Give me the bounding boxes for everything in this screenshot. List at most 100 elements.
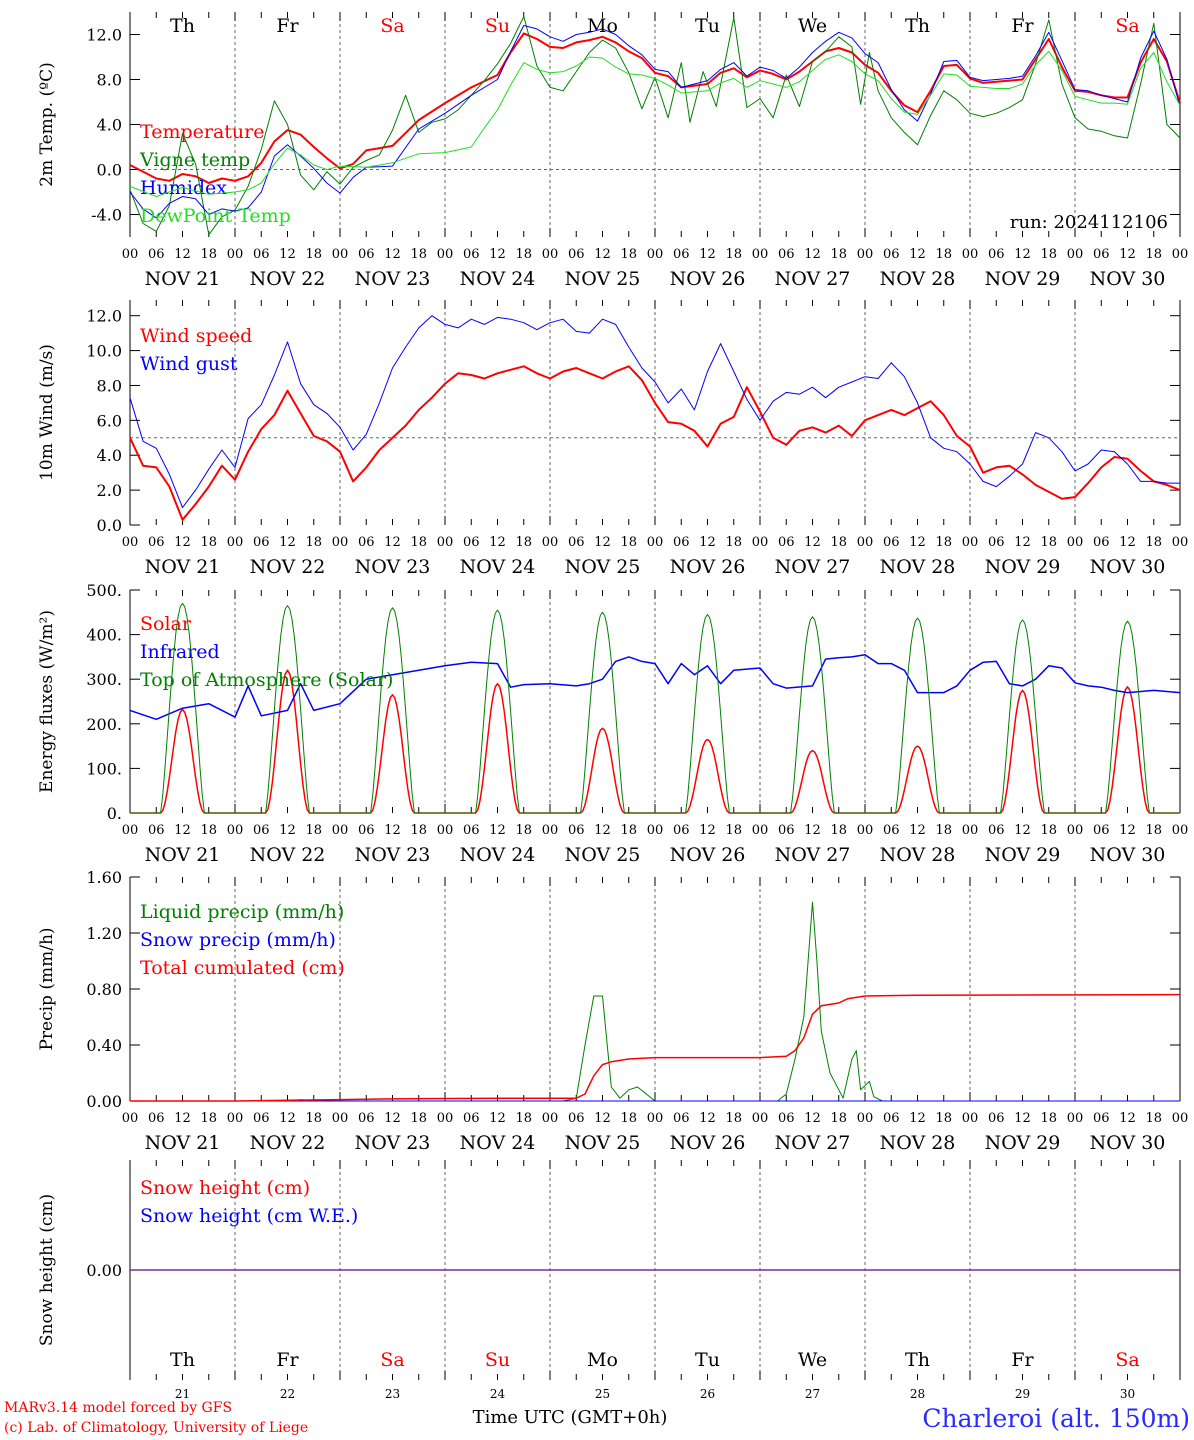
hour-tick-label: 00	[542, 247, 559, 262]
weekday-label: Sa	[1115, 1349, 1139, 1371]
y-tick-label: 1.20	[86, 924, 122, 943]
date-label: NOV 23	[355, 844, 431, 866]
hour-tick-label: 18	[725, 247, 742, 262]
hour-tick-label: 00	[1067, 535, 1084, 550]
hour-tick-label: 00	[227, 247, 244, 262]
hour-tick-label: 06	[358, 1111, 375, 1126]
hour-tick-label: 00	[332, 247, 349, 262]
day-number-label: 23	[385, 1387, 400, 1401]
date-label: NOV 27	[775, 844, 851, 866]
weekday-label: Sa	[380, 15, 404, 37]
hour-tick-label: 12	[1119, 247, 1136, 262]
hour-tick-label: 18	[620, 535, 637, 550]
hour-tick-label: 18	[410, 535, 427, 550]
legend-entry: Snow precip (mm/h)	[140, 929, 336, 951]
hour-tick-label: 18	[620, 1111, 637, 1126]
weekday-label: Mo	[587, 15, 618, 37]
hour-tick-label: 18	[1145, 247, 1162, 262]
y-tick-label: 0.80	[86, 980, 122, 999]
y-tick-label: 0.40	[86, 1036, 122, 1055]
y-tick-label: 400.	[86, 626, 122, 645]
hour-tick-label: 00	[962, 823, 979, 838]
y-tick-label: 500.	[86, 581, 122, 600]
date-label: NOV 24	[460, 1132, 536, 1154]
date-label: NOV 29	[985, 556, 1061, 578]
y-tick-label: 0.00	[86, 1092, 122, 1111]
hour-tick-label: 12	[384, 247, 401, 262]
date-label: NOV 29	[985, 268, 1061, 290]
hour-tick-label: 12	[909, 1111, 926, 1126]
date-label: NOV 30	[1090, 1132, 1166, 1154]
y-tick-label: 4.0	[97, 446, 122, 465]
hour-tick-label: 12	[174, 247, 191, 262]
date-label: NOV 29	[985, 844, 1061, 866]
date-label: NOV 24	[460, 844, 536, 866]
hour-tick-label: 06	[358, 823, 375, 838]
date-label: NOV 26	[670, 844, 746, 866]
hour-tick-label: 00	[1067, 247, 1084, 262]
hour-tick-label: 12	[1119, 1111, 1136, 1126]
hour-tick-label: 00	[1172, 247, 1189, 262]
hour-tick-label: 18	[1145, 823, 1162, 838]
date-label: NOV 22	[250, 268, 326, 290]
hour-tick-label: 12	[279, 1111, 296, 1126]
hour-tick-label: 06	[253, 1111, 270, 1126]
hour-tick-label: 12	[909, 535, 926, 550]
weekday-label: Mo	[587, 1349, 618, 1371]
hour-tick-label: 00	[437, 535, 454, 550]
legend-entry: Snow height (cm W.E.)	[140, 1205, 358, 1227]
hour-tick-label: 18	[410, 247, 427, 262]
hour-tick-label: 12	[489, 823, 506, 838]
hour-tick-label: 18	[515, 1111, 532, 1126]
hour-tick-label: 18	[305, 535, 322, 550]
hour-tick-label: 00	[122, 1111, 139, 1126]
hour-tick-label: 18	[515, 823, 532, 838]
date-label: NOV 21	[145, 556, 221, 578]
y-tick-label: 6.0	[97, 411, 122, 430]
hour-tick-label: 06	[673, 247, 690, 262]
hour-tick-label: 00	[752, 823, 769, 838]
weekday-label: Tu	[695, 1349, 720, 1371]
hour-tick-label: 06	[778, 247, 795, 262]
y-tick-label: 4.0	[97, 116, 122, 135]
day-number-label: 21	[175, 1387, 190, 1401]
y-axis-label: Precip (mm/h)	[37, 927, 57, 1050]
hour-tick-label: 12	[699, 247, 716, 262]
hour-tick-label: 06	[988, 535, 1005, 550]
hour-tick-label: 18	[935, 247, 952, 262]
hour-tick-label: 00	[857, 823, 874, 838]
weekday-label: Fr	[276, 1349, 299, 1371]
date-label: NOV 21	[145, 844, 221, 866]
legend-entry: DewPoint Temp	[140, 205, 291, 227]
legend-entry: Wind gust	[140, 353, 238, 375]
hour-tick-label: 06	[463, 247, 480, 262]
y-tick-label: 0.0	[97, 161, 122, 180]
hour-tick-label: 06	[883, 823, 900, 838]
date-label: NOV 21	[145, 268, 221, 290]
hour-tick-label: 00	[647, 535, 664, 550]
date-label: NOV 25	[565, 844, 641, 866]
y-tick-label: 0.	[107, 804, 122, 823]
hour-tick-label: 06	[568, 823, 585, 838]
hour-tick-label: 18	[725, 1111, 742, 1126]
hour-tick-label: 12	[594, 823, 611, 838]
hour-tick-label: 12	[489, 1111, 506, 1126]
hour-tick-label: 18	[1040, 823, 1057, 838]
hour-tick-label: 00	[647, 823, 664, 838]
hour-tick-label: 12	[804, 1111, 821, 1126]
hour-tick-label: 18	[515, 535, 532, 550]
date-label: NOV 26	[670, 556, 746, 578]
hour-tick-label: 06	[463, 535, 480, 550]
hour-tick-label: 12	[1119, 535, 1136, 550]
series-line-wind-gust	[129, 315, 1180, 509]
date-label: NOV 28	[880, 1132, 956, 1154]
hour-tick-label: 18	[830, 247, 847, 262]
hour-tick-label: 00	[542, 1111, 559, 1126]
hour-tick-label: 06	[988, 823, 1005, 838]
hour-tick-label: 18	[200, 535, 217, 550]
hour-tick-label: 00	[962, 535, 979, 550]
date-label: NOV 23	[355, 1132, 431, 1154]
hour-tick-label: 18	[725, 535, 742, 550]
date-label: NOV 27	[775, 268, 851, 290]
hour-tick-label: 12	[699, 1111, 716, 1126]
